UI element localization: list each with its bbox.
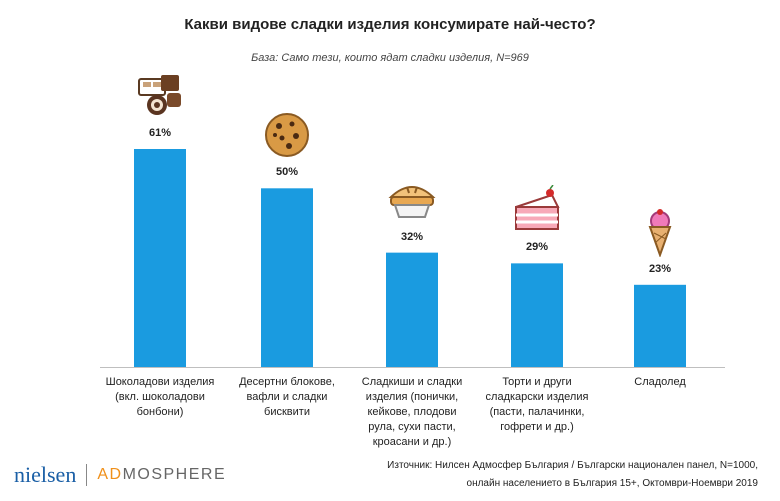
chart-title: Какви видове сладки изделия консумирате …: [184, 16, 596, 33]
ice-cream-icon: [635, 207, 685, 258]
chart-subtitle: База: Само тези, които ядат сладки издел…: [251, 52, 529, 64]
bar-value-label: 23%: [648, 262, 672, 275]
nielsen-logo: nielsen: [14, 462, 77, 487]
category-label: Сладолед: [634, 376, 686, 388]
category-label: Десертни блокове, вафли и сладки бисквит…: [239, 376, 335, 418]
bar-value-label: 61%: [148, 127, 172, 139]
bar: [511, 263, 563, 367]
bar-value-label: 50%: [275, 166, 299, 179]
bar: [386, 252, 438, 367]
admosphere-logo: ADMOSPHERE: [97, 466, 226, 484]
bar-value-label: 32%: [400, 230, 424, 243]
bar: [261, 188, 313, 367]
bar: [634, 284, 686, 367]
cake-slice-icon: [512, 184, 562, 235]
pie-icon: [387, 175, 437, 225]
source-line-1: Източник: Нилсен Адмосфер България / Бъл…: [387, 460, 758, 471]
category-label: Сладкиши и сладки изделия (понички, кейк…: [361, 376, 463, 448]
category-label: Шоколадови изделия (вкл. шоколадови бонб…: [105, 376, 215, 418]
category-label: Торти и други сладкарски изделия (пасти,…: [485, 376, 589, 433]
source-note: Източник: Нилсен Адмосфер България / Бъл…: [298, 457, 758, 493]
source-line-2: онлайн населението в България 15+, Октом…: [466, 478, 758, 489]
cookie-icon: [262, 110, 312, 160]
admosphere-logo-suffix: MOSPHERE: [122, 466, 227, 483]
bar: [134, 149, 186, 367]
footer-brand: nielsen ADMOSPHERE: [14, 462, 226, 488]
brand-divider: [86, 464, 88, 486]
bar-value-label: 29%: [525, 241, 549, 254]
admosphere-logo-prefix: AD: [97, 466, 123, 483]
chocolate-icon: [135, 71, 185, 121]
